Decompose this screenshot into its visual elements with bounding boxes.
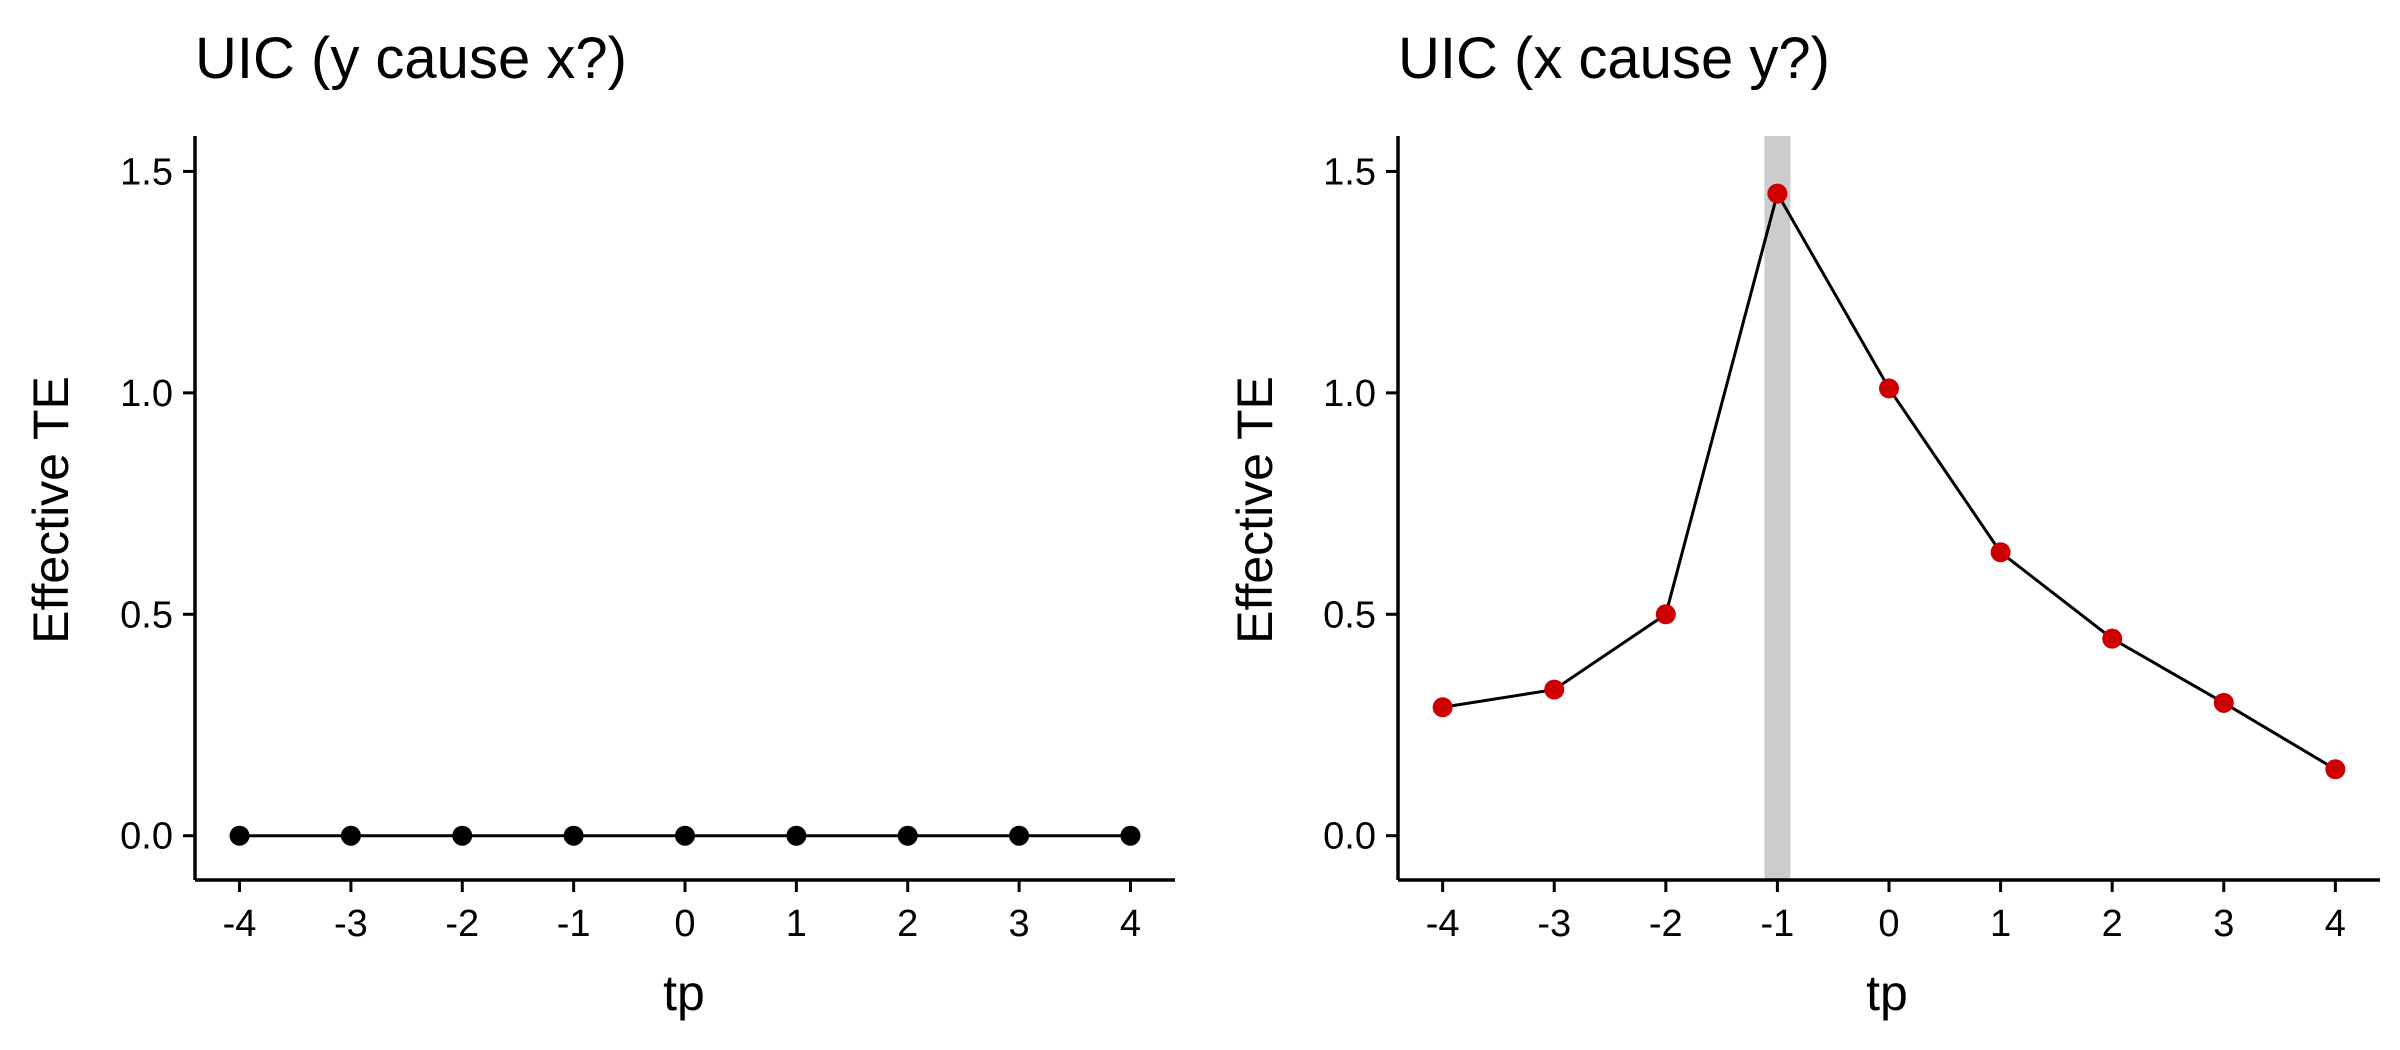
x-tick-label: 1 [786, 903, 807, 945]
x-tick-label: -4 [1426, 903, 1460, 945]
y-tick-label: 1.5 [120, 151, 173, 193]
x-axis-title: tp [1866, 965, 1908, 1021]
x-tick-label: 2 [2102, 903, 2123, 945]
series-line [1442, 189, 2337, 771]
data-point [452, 825, 473, 846]
y-axis-title: Effective TE [1227, 376, 1283, 644]
x-tick-label: 3 [2213, 903, 2234, 945]
x-tick-label: 1 [1990, 903, 2011, 945]
x-tick-label: 2 [897, 903, 918, 945]
data-point [2325, 759, 2346, 780]
data-point [1655, 604, 1676, 625]
x-tick-label: -1 [1761, 903, 1795, 945]
y-tick-label: 1.0 [120, 373, 173, 415]
y-tick-label: 0.5 [1323, 594, 1376, 636]
x-tick-label: 0 [674, 903, 695, 945]
x-tick-label: -3 [1537, 903, 1571, 945]
data-point [1767, 183, 1788, 204]
y-tick-label: 1.5 [1323, 151, 1376, 193]
y-axis-title: Effective TE [23, 376, 79, 644]
data-point [2102, 628, 2123, 649]
data-point [1009, 825, 1030, 846]
highlight-band [1764, 136, 1791, 880]
y-tick-label: 0.0 [1323, 816, 1376, 858]
x-tick-label: -2 [1649, 903, 1683, 945]
x-tick-label: -4 [223, 903, 257, 945]
x-tick-label: 4 [1120, 903, 1141, 945]
y-tick-label: 1.0 [1323, 373, 1376, 415]
data-point [1120, 825, 1141, 846]
x-tick-label: 4 [2325, 903, 2346, 945]
x-tick-label: 0 [1878, 903, 1899, 945]
x-tick-label: -3 [334, 903, 368, 945]
data-point [786, 825, 807, 846]
plot-area: 0.0 0.5 1.0 1.5 -4 -3 -2 -1 0 1 2 3 4 [1323, 136, 2380, 945]
data-point [229, 825, 250, 846]
data-point [897, 825, 918, 846]
data-point [340, 825, 361, 846]
panel-x-cause-y: UIC (x cause y?) Effective TE tp 0.0 0.5 1… [1227, 26, 2380, 1021]
y-tick-label: 0.5 [120, 594, 173, 636]
plot-area: 0.0 0.5 1.0 1.5 -4 -3 -2 -1 0 1 2 3 4 [120, 136, 1175, 945]
x-tick-label: -2 [445, 903, 479, 945]
data-point [1544, 679, 1565, 700]
data-point [1879, 378, 1899, 399]
x-tick-label: 3 [1009, 903, 1030, 945]
chart-title: UIC (y cause x?) [195, 26, 627, 91]
data-point [675, 825, 695, 846]
data-point [1432, 697, 1453, 718]
x-axis-title: tp [663, 965, 705, 1021]
x-tick-label: -1 [557, 903, 591, 945]
data-point [563, 825, 584, 846]
y-tick-label: 0.0 [120, 816, 173, 858]
data-point [2213, 692, 2234, 713]
data-point [1990, 542, 2011, 563]
panel-y-cause-x: UIC (y cause x?) Effective TE tp 0.0 0.5 1… [23, 26, 1175, 1021]
chart-title: UIC (x cause y?) [1398, 26, 1830, 91]
